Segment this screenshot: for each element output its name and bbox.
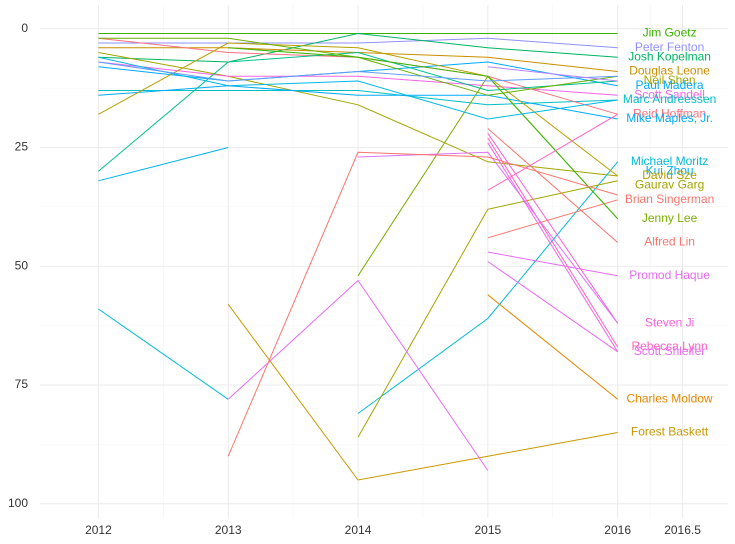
series-label: Jim Goetz — [643, 26, 697, 40]
series-label: Charles Moldow — [627, 391, 713, 405]
y-tick-label: 75 — [15, 377, 29, 391]
series-label: Jenny Lee — [642, 211, 698, 225]
series-label: Scott Shleifer — [634, 344, 705, 358]
series-line-peter-fenton — [98, 37, 618, 49]
series-label: Rebecca Lynn — [631, 339, 707, 353]
y-tick-label: 25 — [15, 140, 29, 154]
series-line-23 — [98, 51, 618, 172]
series-label: Forest Baskett — [631, 425, 709, 439]
series-line-26 — [98, 308, 229, 400]
series-label: Josh Kopelman — [628, 49, 711, 63]
y-tick-label: 0 — [21, 21, 28, 35]
series-line-steven-ji — [487, 133, 619, 324]
series-line-27 — [98, 56, 618, 120]
series-line-34 — [487, 66, 618, 82]
series-label: Steven Ji — [645, 315, 694, 329]
series-line-scott-shleifer — [487, 261, 618, 353]
series-line-josh-kopelman — [98, 32, 618, 63]
series-line-31 — [227, 151, 618, 457]
x-tick-label: 2012 — [85, 523, 112, 537]
series-label: Scott Sandell — [634, 87, 705, 101]
x-tick-label: 2016 — [604, 523, 631, 537]
series-line-brian-singerman — [487, 199, 618, 239]
series-label: Gaurav Garg — [635, 178, 704, 192]
series-line-rebecca-lynn — [487, 137, 619, 348]
series-label: Peter Fenton — [635, 40, 704, 54]
series-label: Brian Singerman — [625, 192, 714, 206]
series-label: Neil Shen — [644, 73, 696, 87]
series-label: Mike Maples, Jr. — [626, 111, 713, 125]
y-tick-label: 100 — [8, 496, 28, 510]
series-line-alfred-lin — [487, 128, 619, 243]
y-tick-label: 50 — [15, 258, 29, 272]
x-tick-label: 2014 — [345, 523, 372, 537]
series-label: David Sze — [642, 168, 697, 182]
series-lines — [98, 32, 619, 481]
series-line-29 — [227, 279, 489, 471]
series-line-28 — [98, 61, 618, 82]
x-tick-label: 2016.5 — [664, 523, 701, 537]
series-line-30 — [357, 151, 619, 324]
series-label: Alfred Lin — [644, 235, 695, 249]
series-label: Marc Andreessen — [623, 92, 716, 106]
series-label: Promod Haque — [629, 268, 710, 282]
series-line-kui-zhou — [98, 147, 229, 182]
series-line-33 — [487, 142, 619, 353]
series-line-david-sze — [98, 42, 619, 177]
series-line-michael-moritz — [357, 161, 619, 414]
series-line-promod-haque — [487, 251, 618, 277]
series-label: Douglas Leone — [629, 64, 710, 78]
series-line-gaurav-garg — [357, 180, 618, 438]
x-tick-label: 2013 — [215, 523, 242, 537]
x-tick-label: 2015 — [474, 523, 501, 537]
series-label: Michael Moritz — [631, 154, 708, 168]
x-axis-ticks: 2012 2013 2014 2015 2016 2016.5 — [85, 523, 701, 537]
series-line-25 — [228, 47, 619, 220]
series-line-forest-baskett — [227, 304, 618, 481]
series-line-charles-moldow — [487, 294, 619, 400]
grid-lines — [40, 5, 728, 518]
y-axis-ticks: 0 25 50 75 100 — [8, 21, 28, 510]
series-label: Reid Hoffman — [633, 106, 706, 120]
series-line-mike-maples-jr — [98, 85, 618, 120]
series-label: Paul Madera — [636, 78, 704, 92]
series-label: Kui Zhou — [646, 163, 694, 177]
